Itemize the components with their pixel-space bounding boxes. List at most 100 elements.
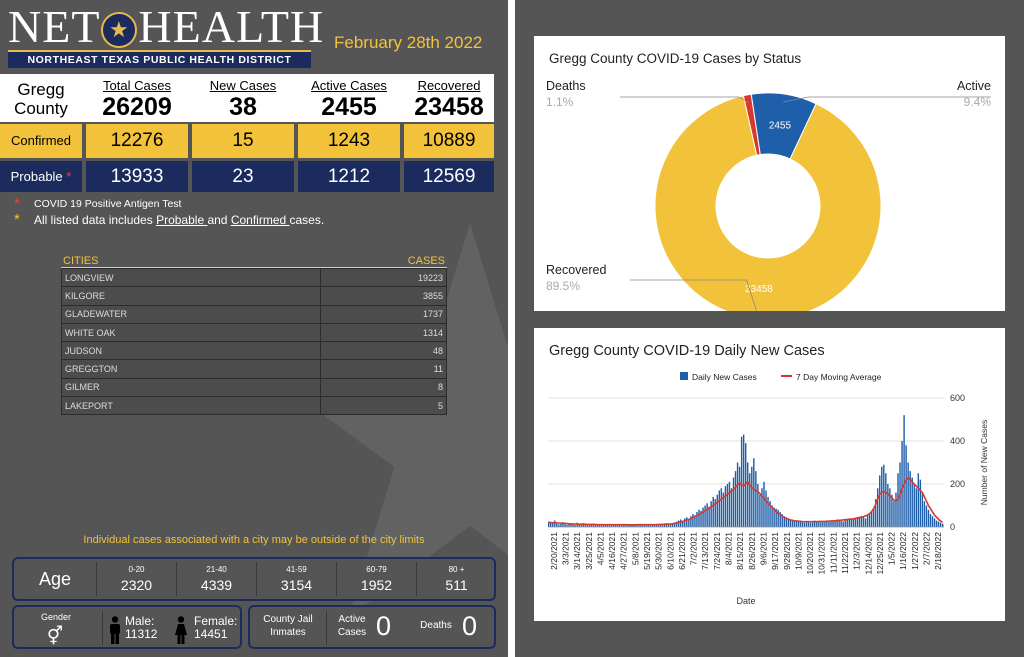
bar-daily-new-cases	[935, 520, 938, 527]
bar-daily-new-cases	[891, 494, 893, 527]
probable-active: 1212	[298, 161, 400, 192]
bar-daily-new-cases	[556, 523, 558, 527]
bar-daily-new-cases	[629, 525, 631, 527]
x-tick-label: 5/19/2021	[642, 532, 652, 570]
bar-daily-new-cases	[594, 524, 597, 527]
x-tick-label: 1/16/2022	[898, 532, 908, 570]
age-range: 0-20	[128, 565, 145, 574]
bar-daily-new-cases	[566, 524, 568, 527]
bar-daily-new-cases	[574, 524, 576, 527]
bar-daily-new-cases	[777, 509, 779, 527]
city-limits-note: Individual cases associated with a city …	[83, 534, 425, 546]
bar-daily-new-cases	[726, 484, 729, 527]
dashboard-panel: NET ★ HEALTH NORTHEAST TEXAS PUBLIC HEALTH…	[0, 0, 508, 657]
bar-daily-new-cases	[639, 524, 641, 527]
bar-daily-new-cases	[712, 496, 714, 527]
city-name: GLADEWATER	[61, 304, 321, 324]
y-tick-label: 0	[950, 522, 955, 532]
bar-daily-new-cases	[765, 490, 767, 527]
star-watermark-icon	[268, 223, 508, 619]
bar-daily-new-cases	[883, 464, 885, 527]
bar-daily-new-cases	[631, 524, 633, 527]
bar-daily-new-cases	[795, 520, 798, 527]
bar-daily-new-cases	[736, 462, 739, 527]
gold-asterisk-icon: *	[14, 211, 20, 228]
county-jail-label: County Jail Inmates	[263, 614, 313, 638]
bar-daily-new-cases	[600, 524, 603, 527]
bar-daily-new-cases	[830, 521, 832, 527]
y-tick-label: 600	[950, 393, 965, 403]
bar-daily-new-cases	[742, 434, 745, 527]
bar-daily-new-cases	[708, 506, 710, 527]
bar-daily-new-cases	[684, 518, 686, 527]
bar-daily-new-cases	[675, 521, 678, 527]
bar-daily-new-cases	[881, 466, 883, 527]
bar-daily-new-cases	[931, 516, 934, 527]
recovered-header: Recovered	[417, 78, 481, 93]
age-group: 0-20 2320	[96, 562, 176, 596]
cities-header: CITIES CASES	[61, 254, 447, 268]
bar-daily-new-cases	[763, 481, 765, 527]
case-summary-table: Gregg County Total Cases New Cases Active…	[0, 74, 494, 192]
x-tick-label: 7/24/2021	[712, 532, 722, 570]
bar-daily-new-cases	[939, 522, 942, 527]
female-icon	[175, 616, 187, 644]
bar-daily-new-cases	[755, 471, 757, 527]
red-asterisk-icon: *	[14, 195, 20, 212]
bar-daily-new-cases	[734, 471, 737, 527]
bar-daily-new-cases	[809, 522, 812, 527]
bar-daily-new-cases	[933, 518, 936, 527]
bar-daily-new-cases	[874, 499, 877, 527]
active-cases-value: 2455	[321, 93, 377, 121]
city-row: LAKEPORT 5	[61, 396, 447, 416]
bar-daily-new-cases	[903, 415, 905, 527]
city-cases: 48	[320, 341, 447, 361]
bar-daily-new-cases	[552, 522, 554, 527]
female-count: Female: 14451	[194, 614, 238, 641]
bar-daily-new-cases	[692, 514, 694, 527]
bar-daily-new-cases	[787, 518, 790, 527]
bar-daily-new-cases	[610, 524, 613, 527]
donut-label-deaths: Deaths	[546, 79, 586, 93]
bar-daily-new-cases	[826, 520, 828, 527]
cities-table: CITIES CASES LONGVIEW 19223 KILGORE 3855 GLA…	[61, 254, 447, 416]
city-row: GILMER 8	[61, 377, 447, 398]
x-tick-label: 2/20/2021	[549, 532, 559, 570]
bar-daily-new-cases	[657, 524, 660, 527]
bar-daily-new-cases	[783, 516, 785, 527]
bar-daily-new-cases	[850, 518, 853, 527]
bar-daily-new-cases	[842, 521, 844, 527]
bar-daily-new-cases	[818, 521, 820, 527]
summary-header-row: Gregg County Total Cases New Cases Active…	[0, 74, 494, 122]
city-row: KILGORE 3855	[61, 286, 447, 306]
jail-divider	[326, 611, 327, 645]
county-jail-stats: County Jail Inmates Active Cases 0 Deaths …	[248, 605, 496, 649]
x-tick-label: 11/11/2021	[828, 532, 838, 574]
city-name: GILMER	[61, 377, 321, 398]
jail-deaths-value: 0	[462, 611, 478, 641]
bar-daily-new-cases	[828, 520, 830, 527]
bar-daily-new-cases	[686, 517, 688, 527]
bar-daily-new-cases	[747, 462, 749, 527]
x-tick-label: 9/28/2021	[782, 532, 792, 570]
bar-daily-new-cases	[548, 521, 550, 527]
bar-daily-new-cases	[844, 520, 846, 527]
bar-daily-new-cases	[669, 524, 672, 527]
bar-daily-new-cases	[805, 520, 808, 527]
city-cases: 5	[320, 396, 447, 416]
donut-slice-recovered	[654, 95, 882, 311]
bar-daily-new-cases	[550, 523, 552, 527]
new-cases-value: 38	[229, 93, 257, 121]
bar-daily-new-cases	[560, 523, 562, 527]
donut-leader-line	[620, 96, 749, 104]
bar-daily-new-cases	[700, 510, 702, 527]
gender-symbols-icon: ⚥	[46, 626, 64, 646]
bar-daily-new-cases	[623, 524, 625, 527]
city-name: JUDSON	[61, 341, 321, 361]
footnotes: * COVID 19 Positive Antigen Test * All lis…	[14, 196, 324, 228]
bar-daily-new-cases	[604, 524, 607, 527]
bar-daily-new-cases	[718, 490, 721, 527]
line-7-day-moving-average	[548, 476, 944, 526]
bar-daily-new-cases	[832, 520, 834, 527]
bar-daily-new-cases	[925, 505, 928, 527]
